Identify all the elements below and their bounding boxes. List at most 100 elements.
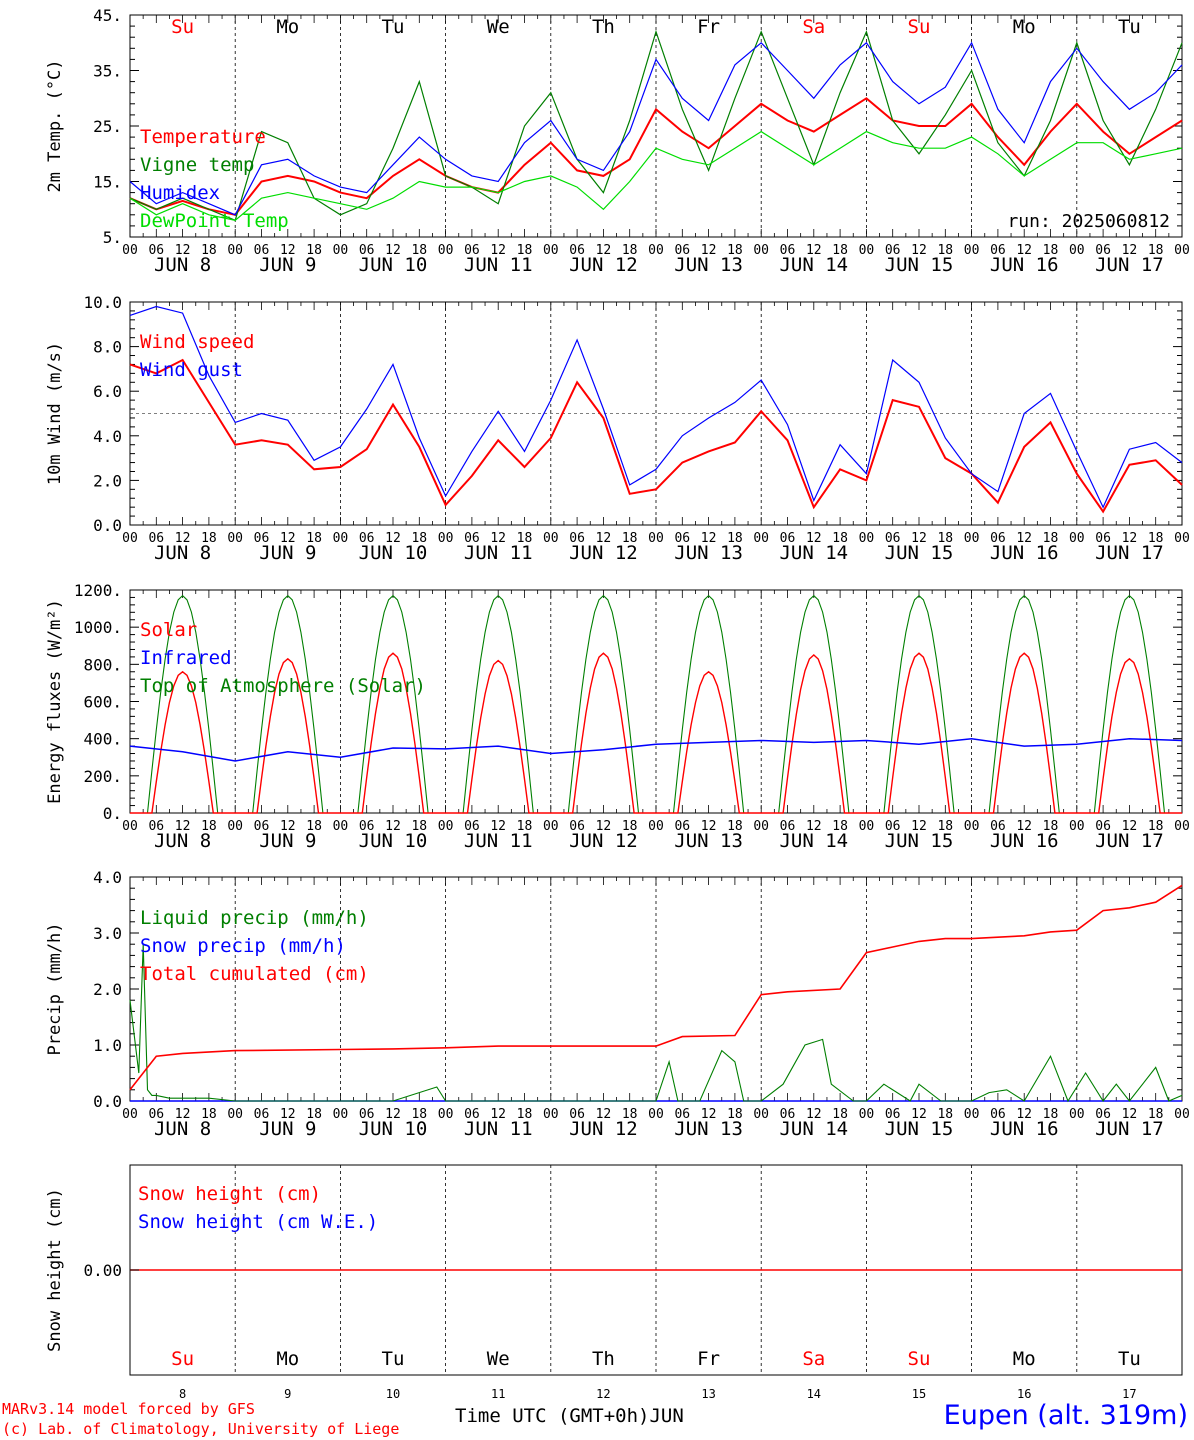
x-date-label: JUN 17: [1095, 542, 1164, 564]
x-hour-label: 00: [1174, 1107, 1190, 1122]
weekday-label: Mo: [276, 16, 299, 38]
x-hour-label: 06: [148, 819, 164, 834]
x-hour-label: 00: [227, 1107, 243, 1122]
x-date-label: JUN 12: [569, 1118, 638, 1140]
x-hour-label: 18: [622, 243, 638, 258]
x-date-label: JUN 15: [885, 254, 954, 276]
x-hour-label: 12: [806, 243, 822, 258]
y-tick-label: 1000.: [74, 618, 122, 637]
y-tick-label: 35.: [93, 62, 122, 81]
x-hour-label: 12: [596, 1107, 612, 1122]
y-tick-label: 200.: [83, 767, 122, 786]
x-hour-label: 12: [1122, 531, 1138, 546]
x-hour-label: 12: [596, 819, 612, 834]
weekday-label: Mo: [276, 1348, 299, 1370]
y-tick-label: 2.0: [93, 980, 122, 999]
weekday-label: Su: [171, 16, 194, 38]
x-hour-label: 06: [569, 819, 585, 834]
x-hour-label: 18: [1043, 1107, 1059, 1122]
legend-blue: Snow height (cm W.E.): [138, 1211, 378, 1233]
x-date-label: JUN 9: [259, 254, 316, 276]
weekday-label: Th: [592, 1348, 615, 1370]
x-hour-label: 18: [306, 531, 322, 546]
x-hour-label: 18: [832, 819, 848, 834]
energy-frame: [129, 589, 1183, 814]
x-hour-label: 06: [674, 819, 690, 834]
series-line-dewpoint-temp: [129, 130, 1183, 221]
x-date-label: JUN 16: [990, 542, 1059, 564]
x-hour-label: 00: [648, 243, 664, 258]
x-hour-label: 06: [569, 531, 585, 546]
x-date-label: JUN 11: [464, 1118, 533, 1140]
y-tick-label: 15.: [93, 173, 122, 192]
x-hour-label: 18: [411, 531, 427, 546]
x-hour-label: 18: [937, 531, 953, 546]
x-hour-label: 06: [359, 531, 375, 546]
x-hour-label: 06: [990, 1107, 1006, 1122]
x-date-label: JUN 10: [359, 254, 428, 276]
x-hour-label: 00: [753, 243, 769, 258]
x-hour-label: 12: [1122, 1107, 1138, 1122]
x-hour-label: 00: [648, 819, 664, 834]
legend-lightgreen: DewPoint Temp: [140, 210, 289, 232]
x-hour-label: 06: [464, 1107, 480, 1122]
x-hour-label: 00: [438, 819, 454, 834]
x-date-label: JUN 8: [154, 830, 211, 852]
x-date-label: JUN 13: [674, 1118, 743, 1140]
weekday-label: Fr: [697, 16, 720, 38]
legend-red: Snow height (cm): [138, 1183, 321, 1205]
x-hour-label: 12: [280, 243, 296, 258]
x-hour-label: 06: [359, 243, 375, 258]
x-date-number: 10: [386, 1387, 400, 1401]
weekday-label: We: [487, 16, 510, 38]
x-hour-label: 18: [306, 1107, 322, 1122]
series-line-solar: [130, 652, 1182, 814]
x-hour-label: 12: [175, 1107, 191, 1122]
x-hour-label: 00: [859, 531, 875, 546]
x-hour-label: 00: [333, 531, 349, 546]
run-label: run: 2025060812: [1007, 211, 1170, 232]
x-hour-label: 06: [780, 819, 796, 834]
x-hour-label: 12: [806, 819, 822, 834]
x-date-label: JUN 13: [674, 254, 743, 276]
x-hour-label: 12: [1122, 243, 1138, 258]
x-hour-label: 06: [254, 243, 270, 258]
x-hour-label: 06: [464, 243, 480, 258]
y-tick-label: 3.0: [93, 924, 122, 943]
x-hour-label: 00: [333, 243, 349, 258]
x-hour-label: 06: [464, 531, 480, 546]
x-hour-label: 06: [885, 819, 901, 834]
x-date-number: 16: [1017, 1387, 1031, 1401]
x-hour-label: 12: [701, 531, 717, 546]
x-date-label: JUN 8: [154, 1118, 211, 1140]
x-hour-label: 18: [832, 1107, 848, 1122]
x-hour-label: 12: [911, 243, 927, 258]
weekday-label: Sa: [802, 16, 825, 38]
x-date-label: JUN 9: [259, 542, 316, 564]
x-hour-label: 18: [727, 819, 743, 834]
x-hour-label: 18: [1148, 243, 1164, 258]
x-hour-label: 06: [1095, 243, 1111, 258]
weekday-label: Tu: [1118, 1348, 1141, 1370]
x-hour-label: 18: [937, 243, 953, 258]
x-hour-label: 00: [859, 1107, 875, 1122]
x-hour-label: 00: [1069, 1107, 1085, 1122]
series-line-liquid-precip: [129, 944, 1183, 1103]
x-hour-label: 18: [1043, 819, 1059, 834]
y-axis-label: Energy fluxes (W/m²): [45, 599, 65, 804]
x-hour-label: 12: [1016, 531, 1032, 546]
x-date-label: JUN 8: [154, 542, 211, 564]
x-hour-label: 18: [622, 531, 638, 546]
x-hour-label: 06: [254, 819, 270, 834]
x-hour-label: 00: [964, 1107, 980, 1122]
x-date-label: JUN 10: [359, 542, 428, 564]
x-hour-label: 18: [727, 1107, 743, 1122]
weekday-label: Fr: [697, 1348, 720, 1370]
legend-red: Solar: [140, 619, 197, 641]
x-hour-label: 12: [175, 243, 191, 258]
x-date-label: JUN 17: [1095, 1118, 1164, 1140]
x-date-number: 9: [284, 1387, 291, 1401]
x-date-label: JUN 8: [154, 254, 211, 276]
y-tick-label: 6.0: [93, 382, 122, 401]
y-tick-label: 4.0: [93, 427, 122, 446]
